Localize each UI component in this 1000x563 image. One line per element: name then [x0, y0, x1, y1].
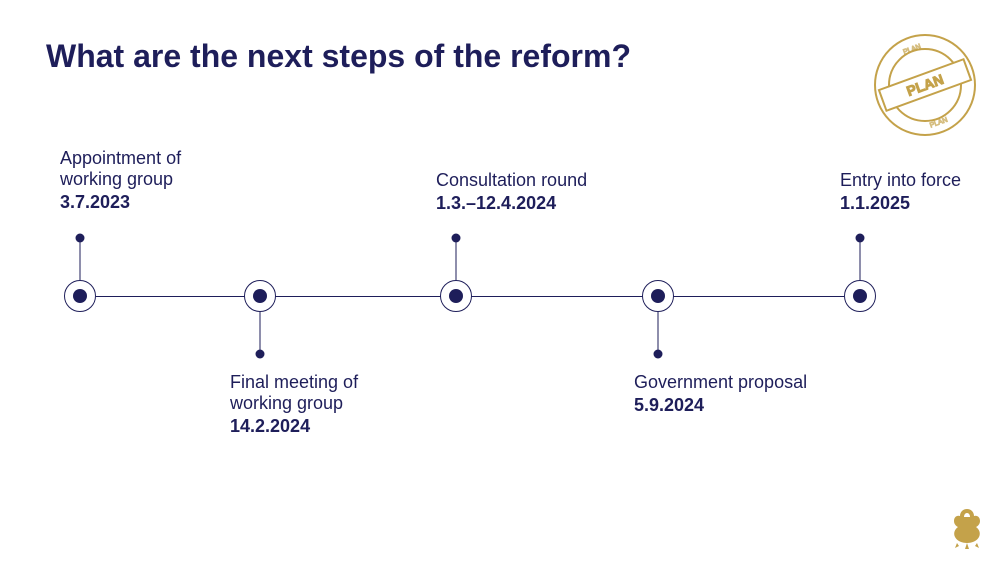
timeline-event-date: 1.3.–12.4.2024: [436, 193, 587, 214]
timeline-event-label: Appointment ofworking group3.7.2023: [60, 148, 181, 213]
timeline-connector: [260, 312, 261, 354]
timeline-event-title-line: Entry into force: [840, 170, 961, 191]
timeline-connector-dot: [654, 350, 663, 359]
timeline-connector-dot: [452, 234, 461, 243]
timeline-event-date: 5.9.2024: [634, 395, 807, 416]
lion-emblem-icon: [945, 505, 989, 549]
timeline-event-label: Final meeting ofworking group14.2.2024: [230, 372, 358, 437]
timeline-connector-dot: [256, 350, 265, 359]
timeline-event-date: 3.7.2023: [60, 192, 181, 213]
svg-text:PLAN: PLAN: [902, 43, 922, 56]
timeline-event-date: 1.1.2025: [840, 193, 961, 214]
timeline-event-date: 14.2.2024: [230, 416, 358, 437]
timeline-event-title-line: working group: [60, 169, 181, 190]
timeline-event-label: Entry into force1.1.2025: [840, 170, 961, 214]
timeline-event-title-line: Government proposal: [634, 372, 807, 393]
plan-stamp-icon: PLAN PLAN PLAN: [870, 30, 980, 140]
timeline-connector-dot: [856, 234, 865, 243]
timeline-event-label: Government proposal5.9.2024: [634, 372, 807, 416]
page-title: What are the next steps of the reform?: [46, 38, 631, 75]
timeline-node: [440, 280, 472, 312]
timeline-node: [844, 280, 876, 312]
timeline-connector: [860, 238, 861, 280]
timeline-event-label: Consultation round1.3.–12.4.2024: [436, 170, 587, 214]
timeline-node: [244, 280, 276, 312]
timeline-connector: [456, 238, 457, 280]
timeline-event-title-line: Final meeting of: [230, 372, 358, 393]
svg-text:PLAN: PLAN: [929, 117, 949, 130]
timeline-connector: [80, 238, 81, 280]
timeline-node: [64, 280, 96, 312]
timeline-event-title-line: working group: [230, 393, 358, 414]
timeline-event-title-line: Consultation round: [436, 170, 587, 191]
timeline-event-title-line: Appointment of: [60, 148, 181, 169]
timeline-node: [642, 280, 674, 312]
timeline-connector-dot: [76, 234, 85, 243]
timeline-connector: [658, 312, 659, 354]
